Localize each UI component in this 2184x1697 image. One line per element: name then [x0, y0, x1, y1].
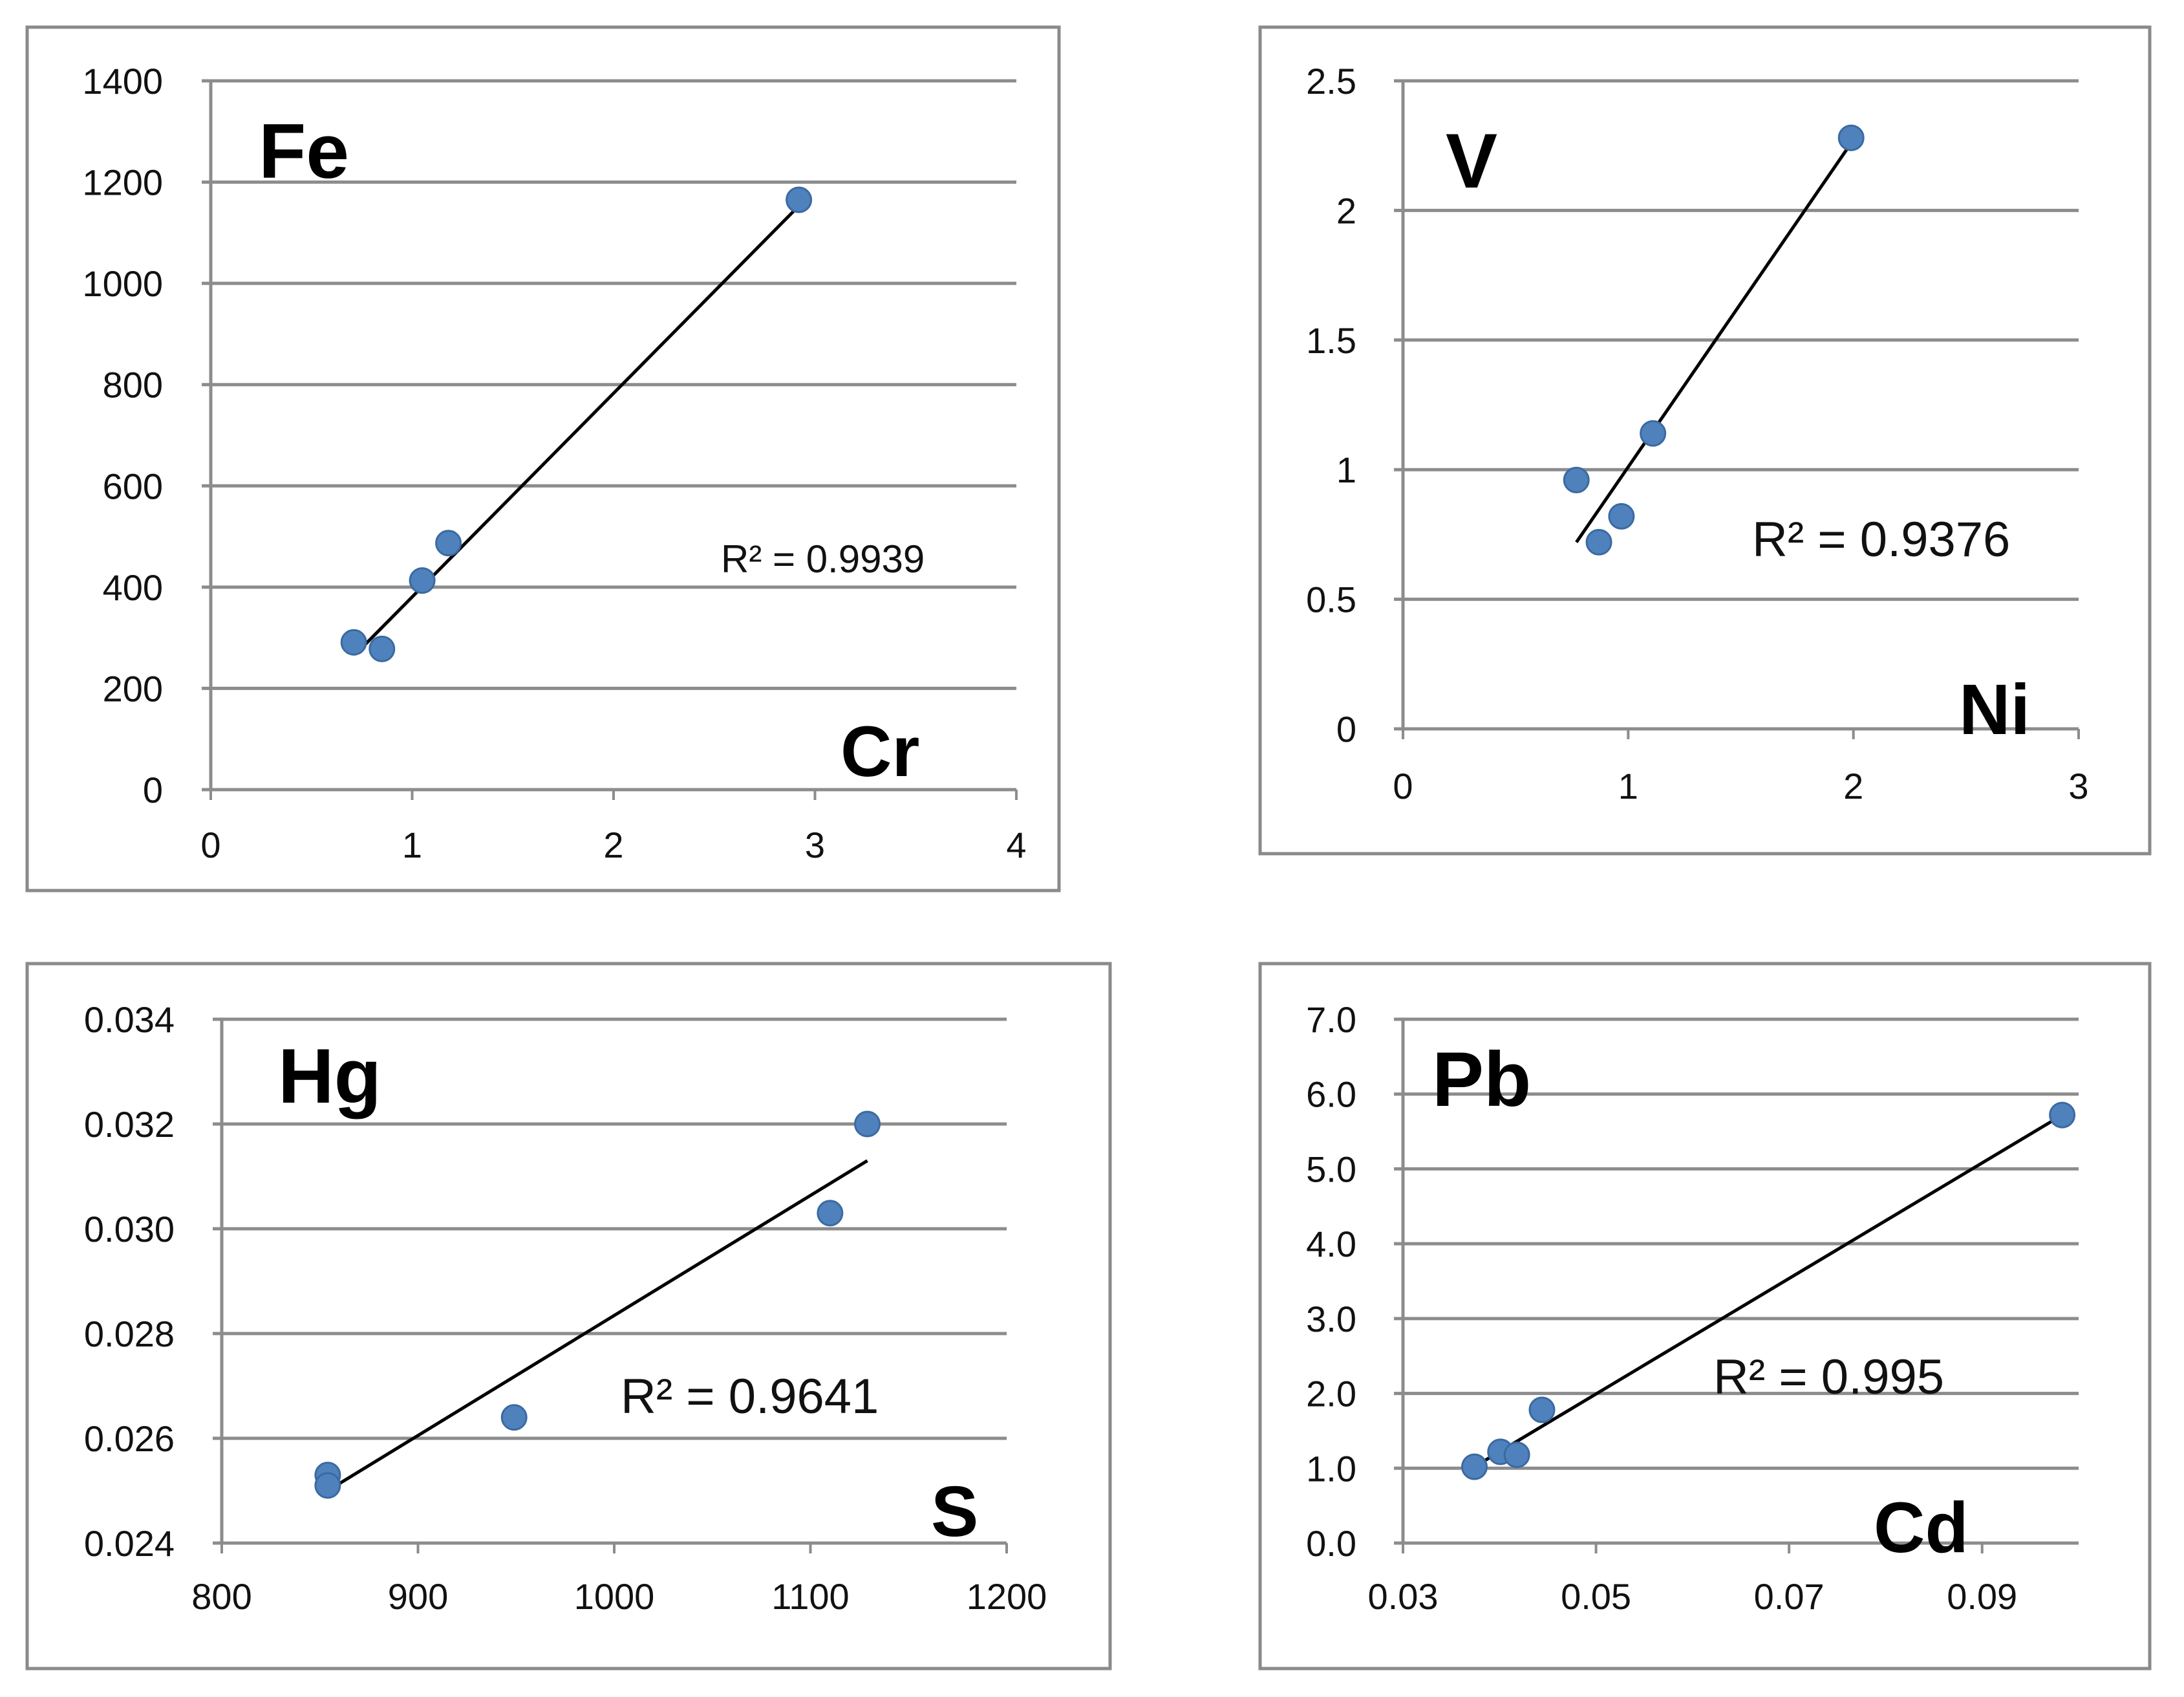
y-tick-label: 2 — [1336, 190, 1356, 231]
data-point — [1503, 1441, 1530, 1468]
x-tick-label: 1000 — [574, 1576, 655, 1617]
r-squared-label: R² = 0.9641 — [621, 1369, 879, 1424]
y-tick-label: 0 — [143, 770, 163, 810]
y-tick-label: 0 — [1336, 709, 1356, 750]
y-tick-label: 1400 — [82, 61, 163, 102]
chart-frame — [1258, 962, 2152, 1670]
x-tick-label: 900 — [388, 1576, 448, 1617]
x-tick-label: 0.03 — [1368, 1576, 1439, 1617]
x-tick-label: 4 — [1006, 825, 1026, 865]
y-element-label: V — [1446, 118, 1497, 204]
y-tick-label: 800 — [103, 365, 163, 405]
x-element-label: Cr — [840, 712, 919, 792]
r-squared-label: R² = 0.9376 — [1752, 512, 2010, 567]
panel-pb-vs-cd: 0.0 1.0 2.0 3.0 4.0 5.0 6.0 7.0 0.03 0.05 0.07 0.09… — [1258, 962, 2152, 1670]
x-tick-label: 3 — [2068, 766, 2088, 806]
x-element-label: Ni — [1959, 670, 2030, 750]
x-tick-label: 0.07 — [1754, 1576, 1825, 1617]
y-tick-label: 1000 — [82, 263, 163, 304]
y-tick-label: 0.0 — [1306, 1523, 1356, 1564]
y-tick-label: 0.034 — [84, 999, 175, 1040]
data-point — [409, 567, 436, 594]
y-tick-label: 1.5 — [1306, 320, 1356, 361]
y-tick-label: 1 — [1336, 449, 1356, 490]
data-point — [2049, 1101, 2076, 1129]
x-tick-label: 0 — [1393, 766, 1413, 806]
x-tick-label: 800 — [191, 1576, 252, 1617]
x-tick-label: 1 — [402, 825, 422, 865]
y-tick-label: 2.5 — [1306, 61, 1356, 102]
panel-fe-vs-cr: 0 200 400 600 800 1000 1200 1400 0 1 2 3 4 Fe Cr R² = 0… — [25, 25, 1061, 892]
data-point — [1461, 1453, 1488, 1480]
data-point — [1585, 528, 1612, 556]
y-tick-label: 4.0 — [1306, 1224, 1356, 1264]
y-element-label: Fe — [259, 108, 349, 195]
data-point — [817, 1200, 844, 1227]
x-tick-label: 1 — [1618, 766, 1638, 806]
x-element-label: S — [931, 1472, 978, 1551]
y-tick-label: 0.032 — [84, 1104, 175, 1145]
y-tick-label: 1.0 — [1306, 1448, 1356, 1489]
y-tick-label: 5.0 — [1306, 1149, 1356, 1189]
x-tick-label: 1200 — [967, 1576, 1047, 1617]
data-point — [786, 186, 813, 213]
r-squared-label: R² = 0.995 — [1713, 1350, 1944, 1405]
data-point — [435, 530, 462, 557]
y-tick-label: 600 — [103, 466, 163, 506]
y-tick-label: 0.028 — [84, 1313, 175, 1354]
x-tick-label: 0.05 — [1561, 1576, 1631, 1617]
chart-frame — [25, 25, 1061, 892]
x-tick-label: 0 — [200, 825, 220, 865]
x-tick-label: 2 — [1843, 766, 1863, 806]
y-tick-label: 6.0 — [1306, 1074, 1356, 1115]
x-element-label: Cd — [1874, 1488, 1969, 1568]
panel-hg-vs-s: 0.024 0.026 0.028 0.030 0.032 0.034 800 900 1000… — [25, 962, 1112, 1670]
trendline — [1575, 142, 1853, 543]
y-tick-label: 200 — [103, 668, 163, 709]
y-tick-label: 2.0 — [1306, 1374, 1356, 1414]
r-squared-label: R² = 0.9939 — [721, 537, 925, 581]
data-point — [854, 1110, 881, 1138]
data-point — [340, 629, 367, 656]
panel-v-vs-ni: 0 0.5 1 1.5 2 2.5 0 1 2 3 V Ni R² = 0.9376 — [1258, 25, 2152, 856]
chart-frame — [1258, 25, 2152, 856]
y-tick-label: 0.030 — [84, 1209, 175, 1249]
chart-frame — [25, 962, 1112, 1670]
x-tick-label: 2 — [603, 825, 623, 865]
y-tick-label: 7.0 — [1306, 999, 1356, 1040]
y-tick-label: 1200 — [82, 162, 163, 203]
trendline — [327, 1159, 868, 1493]
y-tick-label: 0.026 — [84, 1418, 175, 1459]
y-tick-label: 3.0 — [1306, 1299, 1356, 1339]
data-point — [369, 635, 396, 662]
x-tick-label: 3 — [805, 825, 825, 865]
y-element-label: Pb — [1432, 1036, 1531, 1123]
data-point — [1837, 124, 1865, 151]
x-tick-label: 0.09 — [1947, 1576, 2017, 1617]
data-point — [1608, 503, 1635, 530]
y-tick-label: 400 — [103, 567, 163, 608]
data-point — [1563, 466, 1590, 493]
x-tick-label: 1100 — [771, 1576, 849, 1617]
y-element-label: Hg — [278, 1033, 381, 1119]
data-point — [1640, 420, 1667, 447]
y-tick-label: 0.5 — [1306, 579, 1356, 620]
y-tick-label: 0.024 — [84, 1523, 175, 1564]
data-point — [314, 1472, 341, 1499]
data-point — [500, 1404, 528, 1431]
data-point — [1528, 1396, 1556, 1423]
trendline — [1473, 1113, 2063, 1469]
